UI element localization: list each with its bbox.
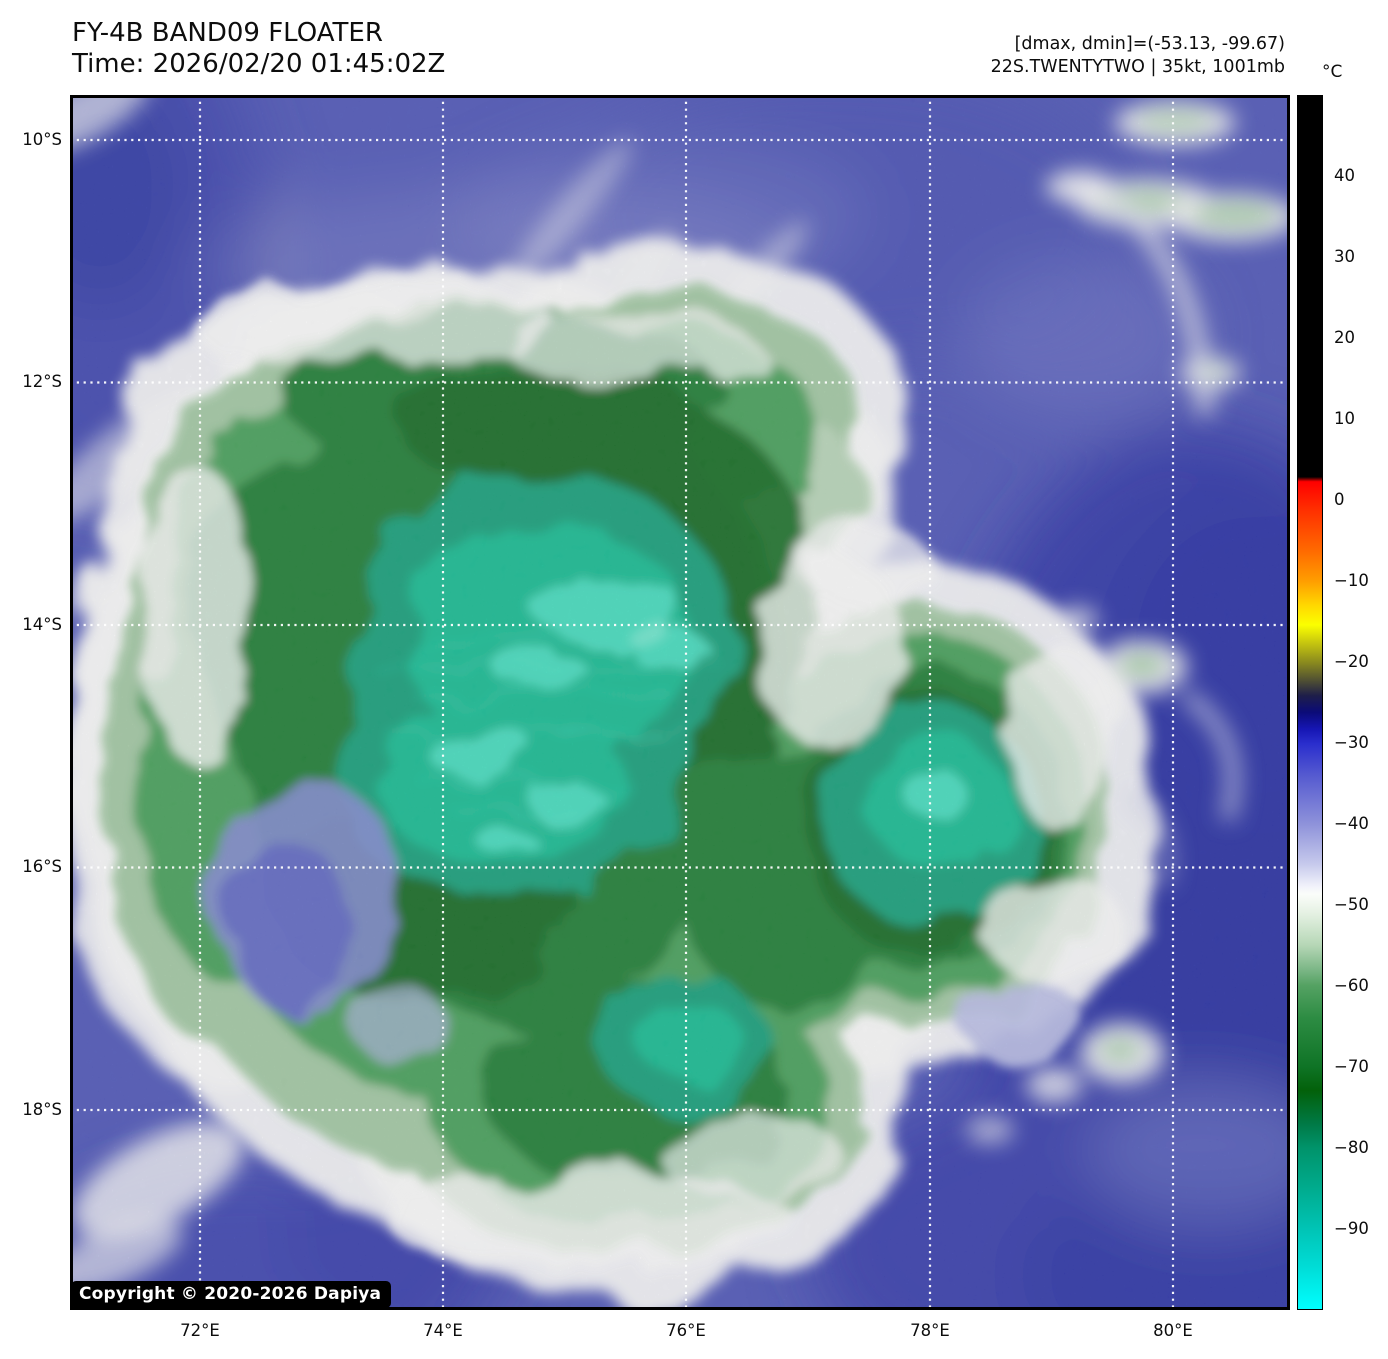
header-right-block: [dmax, dmin]=(-53.13, -99.67) 22S.TWENTY… [991, 33, 1285, 79]
colorbar-tick-label: −20 [1334, 652, 1369, 671]
x-tick-label: 78°E [910, 1321, 950, 1340]
colorbar-tick-label: −70 [1334, 1057, 1369, 1076]
colorbar-tick-label: 0 [1334, 490, 1345, 509]
y-tick-label: 12°S [22, 372, 62, 391]
x-tick-label: 72°E [180, 1321, 220, 1340]
x-tick-label: 80°E [1153, 1321, 1193, 1340]
grain-light-texture [70, 95, 1290, 1310]
map-border [70, 95, 1290, 1310]
storm-info: 22S.TWENTYTWO | 35kt, 1001mb [990, 57, 1285, 78]
colorbar-tick-label: −60 [1334, 976, 1369, 995]
colorbar-tick-label: −40 [1334, 814, 1369, 833]
colorbar-tick-label: 10 [1334, 409, 1355, 428]
y-tick-label: 14°S [22, 615, 62, 634]
y-tick-label: 16°S [22, 857, 62, 876]
y-tick-label: 18°S [22, 1100, 62, 1119]
colorbar-tick-label: −10 [1334, 571, 1369, 590]
colorbar-tick-label: −80 [1334, 1138, 1369, 1157]
colorbar-tick-label: 30 [1334, 247, 1355, 266]
colorbar-tick-label: 20 [1334, 328, 1355, 347]
colorbar-unit-label: °C [1322, 62, 1343, 82]
plot-time: Time: 2026/02/20 01:45:02Z [72, 48, 446, 79]
x-tick-label: 76°E [666, 1321, 706, 1340]
y-tick-label: 10°S [22, 130, 62, 149]
plot-title: FY-4B BAND09 FLOATER [72, 18, 383, 48]
colorbar-tick-label: −30 [1334, 733, 1369, 752]
colorbar-tick-label: 40 [1334, 166, 1355, 185]
satellite-map [70, 95, 1290, 1310]
plot-title-block: FY-4B BAND09 FLOATER Time: 2026/02/20 01… [72, 18, 445, 79]
copyright-badge: Copyright © 2020-2026 Dapiya [71, 1281, 392, 1308]
colorbar-tick-label: −50 [1334, 895, 1369, 914]
x-tick-label: 74°E [423, 1321, 463, 1340]
satellite-scene [70, 95, 1290, 1310]
range-info: [dmax, dmin]=(-53.13, -99.67) [1014, 34, 1285, 54]
colorbar-tick-label: −90 [1334, 1219, 1369, 1238]
colorbar [1297, 95, 1323, 1310]
